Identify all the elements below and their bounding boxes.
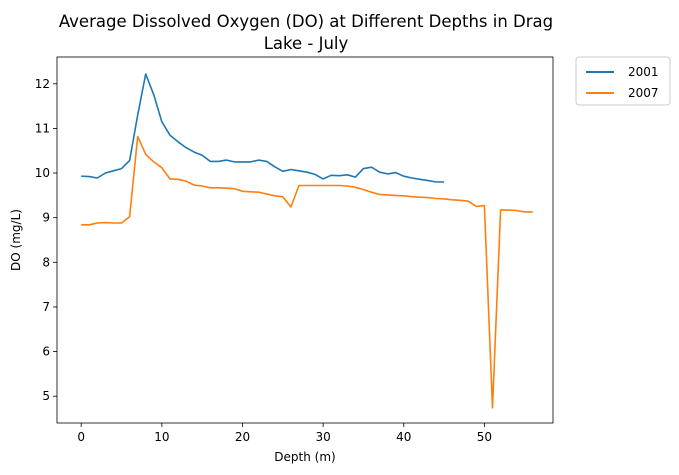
plot-area xyxy=(56,56,554,424)
y-tick-label: 6 xyxy=(42,345,50,359)
plot-frame xyxy=(56,56,554,424)
legend-label-2007: 2007 xyxy=(628,86,659,100)
legend-label-2001: 2001 xyxy=(628,65,659,79)
x-tick-label: 40 xyxy=(396,430,411,444)
y-axis-label: DO (mg/L) xyxy=(9,209,23,271)
x-tick-label: 0 xyxy=(77,430,85,444)
y-tick-label: 5 xyxy=(42,389,50,403)
x-tick-label: 30 xyxy=(316,430,331,444)
y-tick-label: 8 xyxy=(42,255,50,269)
y-tick-label: 7 xyxy=(42,300,50,314)
y-tick-label: 9 xyxy=(42,211,50,225)
x-tick-label: 50 xyxy=(477,430,492,444)
x-axis: 0 10 20 30 40 50 xyxy=(77,423,492,444)
y-axis: 5 6 7 8 9 10 11 12 xyxy=(35,77,57,403)
x-tick-label: 20 xyxy=(235,430,250,444)
series-layer xyxy=(81,73,533,409)
y-tick-label: 12 xyxy=(35,77,50,91)
x-axis-label: Depth (m) xyxy=(274,450,335,464)
y-tick-label: 10 xyxy=(35,166,50,180)
x-tick-label: 10 xyxy=(154,430,169,444)
y-tick-label: 11 xyxy=(35,121,50,135)
series-line-2007 xyxy=(81,135,533,409)
chart-title-line-2: Lake - July xyxy=(264,34,349,53)
legend: 2001 2007 xyxy=(575,56,671,106)
chart-title-line-1: Average Dissolved Oxygen (DO) at Differe… xyxy=(59,12,553,31)
series-line-2001 xyxy=(81,73,445,183)
